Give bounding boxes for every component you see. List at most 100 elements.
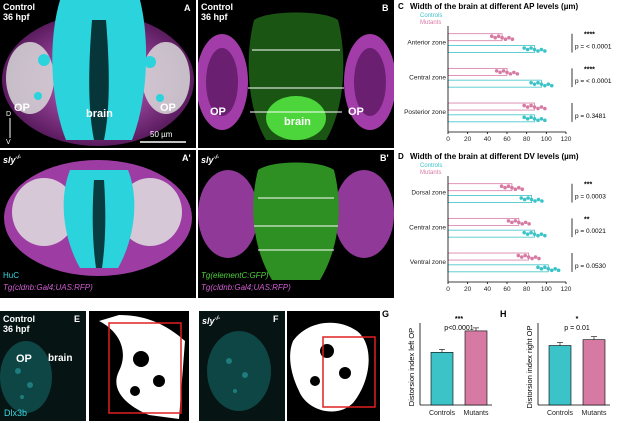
panel-e-prime-mask [89,311,189,421]
otic-placode-right [118,178,182,246]
chart-h: H Distorsion index right OP Controls Mutant… [500,309,610,417]
data-point-control [525,117,530,121]
op-label: OP [16,353,32,365]
data-point-mutant [526,255,531,259]
data-point-mutant [523,220,528,225]
otic-placode-right [334,170,394,258]
x-tick-label: Controls [429,410,456,417]
data-point-control [549,83,554,88]
chart-panel-letter: H [500,309,507,319]
x-tick-label: 80 [523,136,531,143]
p-value: p<0.0001 [444,325,473,332]
bar-controls [430,352,454,406]
data-point-mutant [510,37,515,42]
data-point-control [522,46,527,50]
x-tick-label: 0 [446,286,450,293]
data-point-control [529,115,533,120]
category-label: Anterior zone [407,40,446,47]
brain-label: brain [48,353,73,364]
data-point-mutant [494,69,499,73]
legend-rfp: Tg(cldnb:Gal4;UAS:RFP) [3,283,93,292]
data-point-control [536,49,540,53]
data-point-control [543,49,547,53]
data-point-mutant [496,34,501,39]
brain-midline [89,20,109,140]
scale-bar-label: 50 µm [150,130,173,139]
panel-a-letter: A [184,3,191,13]
bar-control [447,45,535,53]
data-point-mutant [523,253,527,258]
chart-panel-letter: D [398,152,404,161]
data-point-mutant [513,187,518,192]
data-point-mutant [519,255,524,259]
category-label: Central zone [409,224,446,231]
data-point-control [543,233,547,238]
data-point-control [539,232,544,236]
panel-f-prime-mask [287,311,380,421]
panel-a-stage: 36 hpf [3,12,30,22]
p-value: p = 0.01 [564,325,590,332]
brain-label: brain [86,108,113,120]
stain-label: Dlx3b [4,408,28,418]
p-value: p = < 0.0001 [575,43,612,50]
x-tick-label: 60 [503,286,511,293]
panel-b-letter: B [382,3,389,13]
x-tick-label: 0 [446,136,450,143]
bar-mutant [447,102,535,111]
data-point-control [525,47,530,52]
data-point-control [543,265,547,270]
data-point-mutant [537,256,541,261]
bar-mutants [464,330,488,406]
data-point-control [533,199,537,203]
panel-f-prime-image: F' [287,311,380,421]
panel-f-prime-letter: F' [367,314,375,324]
data-point-control [549,268,554,273]
data-point-mutant [489,34,494,39]
bar-control [447,79,542,88]
x-tick-label: Mutants [464,410,489,417]
legend-gfp: Tg(elementC:GFP) [201,271,269,280]
x-tick-label: 100 [541,136,552,143]
data-point-mutant [503,37,508,42]
panel-b-image: Control 36 hpf B OP OP brain [198,0,394,148]
data-point-mutant [493,35,497,40]
significance-stars: *** [455,316,463,323]
panel-e-micrograph [0,341,52,413]
data-point-mutant [500,35,504,40]
chart-c: Width of the brain at different AP level… [398,2,612,143]
chart-d: Width of the brain at different DV level… [398,152,606,293]
chart-title: Width of the brain at different DV level… [410,152,579,161]
data-point-mutant [529,103,533,108]
chart-g: G Distorsion index left OP Controls Mutants… [382,309,492,417]
x-tick-label: 120 [561,136,572,143]
panel-f-letter: F [273,314,279,324]
data-point-control [546,82,551,86]
data-point-control [539,117,544,121]
x-tick-label: Controls [547,410,574,417]
chart-panel-letter: G [382,309,389,319]
data-point-mutant [501,69,506,73]
p-value: p = < 0.0001 [575,78,612,85]
data-point-control [556,268,561,273]
op-right-label: OP [348,106,364,118]
panel-a-prime-image: sly-/- A' HuC Tg(cldnb:Gal4;UAS:RFP) [0,150,196,298]
bar-control [447,195,532,203]
otic-placode-left [198,170,258,258]
panel-f-image: sly-/- F [199,311,285,421]
data-point-control [539,82,544,86]
data-point-control [532,47,537,52]
panel-b-prime-micrograph [198,162,394,280]
x-tick-label: 60 [503,136,511,143]
data-point-mutant [512,70,516,75]
data-point-mutant [507,35,511,40]
category-label: Posterior zone [404,109,446,116]
significance-stars: ** [584,216,590,223]
roi-box [108,322,182,414]
brain-label: brain [284,116,311,128]
data-point-mutant [536,106,540,111]
axis-dorsal-label: D [6,111,12,118]
data-point-mutant [515,72,520,76]
data-point-mutant [517,220,521,225]
data-point-control [539,267,544,271]
op-left-label: OP [14,102,30,114]
